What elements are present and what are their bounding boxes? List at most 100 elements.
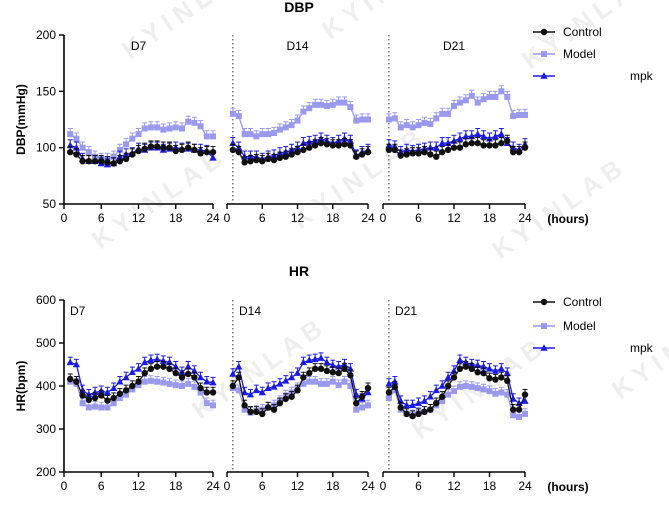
- data-point: [498, 389, 505, 396]
- data-point: [491, 367, 500, 374]
- data-point: [259, 157, 266, 165]
- data-point: [116, 390, 124, 397]
- data-point: [270, 156, 278, 164]
- panel-label: D21: [443, 39, 465, 53]
- data-point: [468, 365, 475, 372]
- data-point: [172, 147, 179, 155]
- data-point: [306, 378, 313, 385]
- data-point: [504, 93, 511, 100]
- data-point: [196, 373, 205, 381]
- data-point: [104, 397, 111, 404]
- legend-marker: [540, 298, 548, 306]
- data-point: [444, 373, 452, 381]
- data-point: [432, 386, 440, 394]
- data-point: [415, 122, 422, 129]
- data-point: [515, 148, 523, 156]
- data-point: [265, 131, 272, 138]
- x-tick-label: 12: [291, 211, 305, 225]
- data-point: [288, 122, 295, 129]
- legend: Control Model mpk: [533, 295, 654, 355]
- data-point: [385, 146, 393, 154]
- data-point: [252, 386, 260, 394]
- data-point: [415, 150, 422, 157]
- data-point: [259, 410, 266, 418]
- data-point: [504, 137, 511, 145]
- x-tick-label: 6: [415, 479, 422, 493]
- data-point: [282, 377, 290, 384]
- data-point: [341, 99, 348, 106]
- data-point: [438, 393, 446, 400]
- data-point: [385, 116, 392, 123]
- x-tick-label: 18: [483, 479, 497, 493]
- data-point: [515, 406, 523, 413]
- legend-label: mpk: [630, 69, 654, 83]
- y-tick-label: 500: [36, 336, 56, 350]
- data-point: [172, 369, 179, 377]
- data-point: [123, 391, 130, 398]
- data-point: [300, 146, 307, 154]
- data-point: [391, 146, 399, 154]
- data-point: [364, 384, 372, 392]
- data-point: [147, 124, 154, 131]
- data-point: [191, 119, 198, 126]
- data-point: [426, 392, 434, 400]
- data-point: [456, 99, 463, 106]
- data-point: [391, 387, 398, 394]
- data-point: [122, 373, 130, 381]
- data-point: [365, 402, 371, 409]
- data-point: [235, 362, 243, 370]
- x-tick-label: 12: [132, 479, 146, 493]
- data-point: [159, 357, 167, 364]
- data-point: [110, 400, 117, 407]
- data-point: [203, 400, 210, 407]
- data-point: [110, 160, 117, 167]
- data-point: [450, 374, 458, 381]
- data-point: [444, 382, 452, 390]
- data-point: [66, 358, 74, 366]
- data-point: [264, 155, 272, 163]
- data-point: [92, 403, 99, 410]
- data-point: [359, 404, 366, 411]
- data-point: [341, 365, 348, 372]
- chart-title: HR: [289, 263, 309, 279]
- x-tick-label: 0: [61, 479, 68, 493]
- data-point: [241, 131, 248, 138]
- data-point: [153, 355, 161, 363]
- data-point: [474, 385, 481, 392]
- data-point: [510, 113, 517, 120]
- data-point: [191, 146, 198, 154]
- data-point: [253, 408, 260, 415]
- data-point: [129, 382, 136, 390]
- y-tick-label: 200: [36, 28, 56, 42]
- data-point: [497, 130, 505, 137]
- data-point: [438, 148, 446, 156]
- data-point: [433, 400, 440, 407]
- y-axis-label: HR(bpm): [14, 361, 28, 412]
- data-point: [122, 155, 130, 163]
- x-tick-label: 24: [518, 211, 532, 225]
- data-point: [479, 132, 488, 140]
- dbp-chart: DBP DBP(mmHg) 50 100 150 200 0 6 12 18 24 D7 0 6 12 18 2…: [14, 0, 654, 226]
- data-point: [335, 382, 342, 389]
- data-point: [73, 151, 80, 158]
- data-point: [197, 389, 204, 396]
- data-point: [300, 374, 307, 381]
- data-point: [294, 117, 301, 124]
- data-point: [408, 401, 417, 409]
- data-point: [197, 123, 204, 130]
- data-point: [184, 144, 192, 151]
- data-point: [294, 148, 301, 156]
- data-point: [504, 391, 511, 398]
- data-point: [141, 378, 148, 385]
- data-point: [73, 135, 80, 142]
- data-point: [154, 378, 161, 385]
- panel-label: D7: [70, 304, 86, 318]
- data-point: [141, 369, 148, 377]
- data-point: [450, 144, 458, 151]
- x-tick-label: 18: [326, 479, 340, 493]
- data-point: [259, 131, 266, 138]
- series-mpk: [229, 352, 372, 402]
- data-point: [318, 101, 324, 108]
- data-point: [403, 151, 410, 158]
- hr-chart: HR HR(bpm) 200 300 400 500 600 0 6 12 18 24 D7 0 6 12 18…: [14, 263, 654, 494]
